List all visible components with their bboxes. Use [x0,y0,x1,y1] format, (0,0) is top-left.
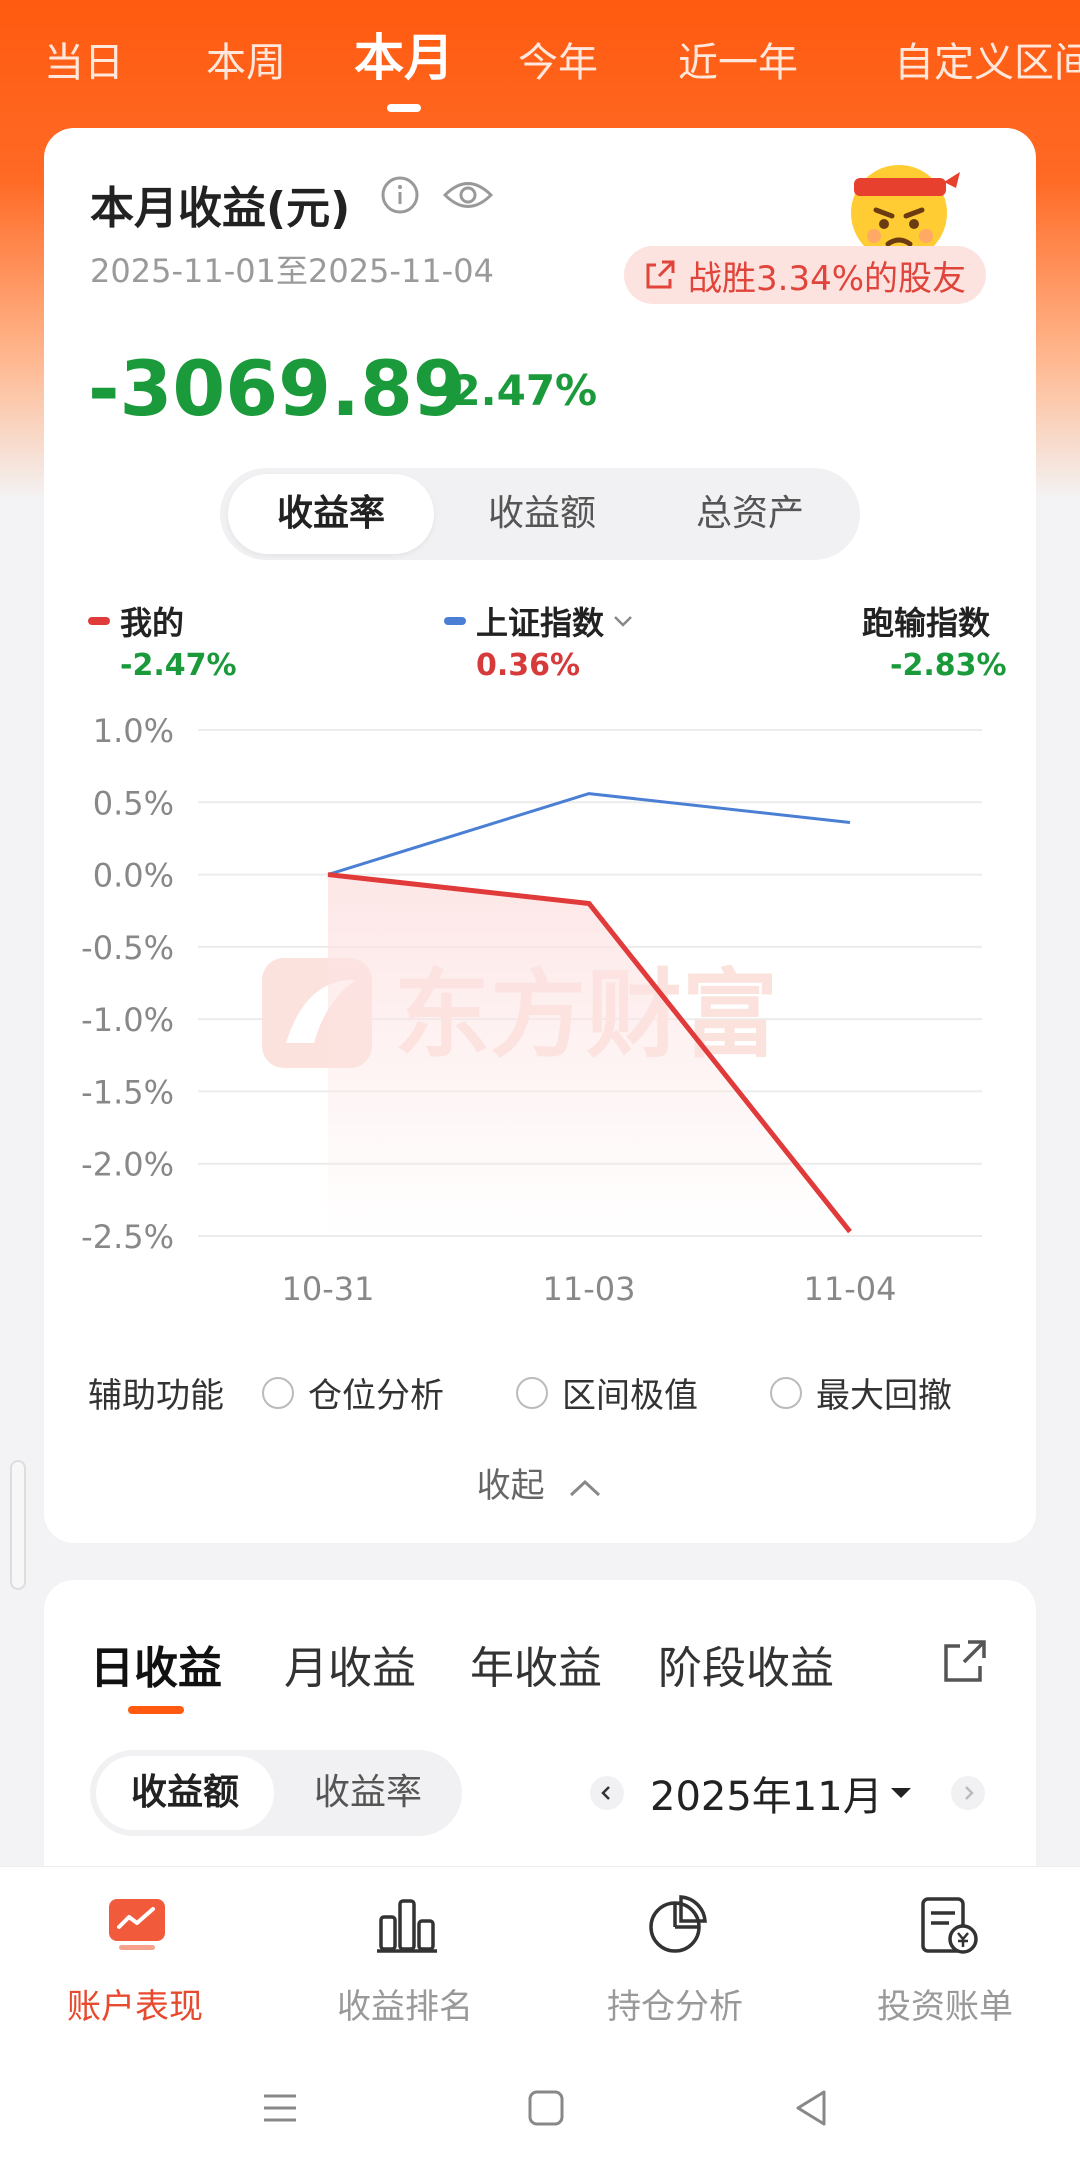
tab-this-month[interactable]: 本月 [354,18,454,90]
home-icon[interactable] [522,2084,570,2132]
radio-max-drawdown[interactable] [770,1376,802,1409]
side-drag-handle[interactable] [10,1460,26,1590]
export-icon[interactable] [940,1636,990,1686]
nav-label-ranking: 收益排名 [337,1987,473,2027]
month-label[interactable]: 2025年11月 [650,1774,883,1820]
profit-amount: -3069.89 [88,344,466,433]
chevron-right-icon [964,1786,974,1800]
collapse-button[interactable]: 收起 [44,1458,1036,1507]
aux-option-position[interactable]: 仓位分析 [262,1368,444,1417]
period-tabs: 当日 本周 本月 今年 近一年 自定义区间 [0,0,1080,120]
legend-mine-label: 我的 [120,604,185,642]
y-tick-label: 0.0% [93,857,174,895]
legend-mine-swatch [88,617,110,625]
metric-segment: 收益率 收益额 总资产 [220,468,860,560]
collapse-label: 收起 [476,1466,545,1506]
nav-label-bill: 投资账单 [877,1987,1013,2027]
nav-earnings-ranking[interactable]: 收益排名 [270,1867,540,2057]
aux-option-range-extreme[interactable]: 区间极值 [516,1368,698,1417]
x-tick-label: 10-31 [282,1270,375,1308]
legend-index-value: 0.36% [476,648,581,683]
bar-chart-icon [377,1899,437,1953]
chevron-down-icon[interactable] [612,610,634,632]
share-icon [646,260,675,289]
aux-option-max-drawdown[interactable]: 最大回撤 [770,1368,952,1417]
bill-icon [921,1897,978,1954]
chart-screen-icon [109,1899,165,1950]
nav-investment-bill[interactable]: 投资账单 [810,1867,1080,2057]
tab-yearly-earnings[interactable]: 年收益 [470,1643,602,1694]
prev-month-button[interactable] [590,1776,624,1810]
aux-option-position-label: 仓位分析 [308,1376,444,1416]
x-tick-label: 11-04 [804,1270,897,1308]
y-tick-label: -1.0% [81,1001,174,1039]
nav-holdings-analysis[interactable]: 持仓分析 [540,1867,810,2057]
radio-position-analysis[interactable] [262,1376,294,1409]
legend-underperform: 跑输指数 [862,598,990,644]
pie-chart-icon [649,1895,707,1953]
next-month-button[interactable] [950,1776,985,1810]
profit-percent: -2.47% [434,366,598,415]
legend-index[interactable]: 上证指数 [444,598,634,644]
bottom-nav: 账户表现 收益排名 持仓分析 投资账单 [0,1866,1080,2056]
legend-underperform-value: -2.83% [890,648,1007,683]
aux-label: 辅助功能 [88,1376,224,1416]
legend-underperform-label: 跑输指数 [862,604,991,642]
mode-tab-rate[interactable]: 收益率 [313,1772,422,1813]
y-tick-label: 1.0% [93,712,174,750]
chevron-up-icon [570,1479,601,1496]
metric-tab-return-amount[interactable]: 收益额 [487,493,596,534]
system-nav-bar [0,2056,1080,2165]
info-icon[interactable] [380,175,420,215]
radio-range-extreme[interactable] [516,1376,548,1409]
series-line-index [327,792,851,877]
month-picker: 2025年11月 [590,1760,985,1826]
aux-option-drawdown-label: 最大回撤 [816,1376,952,1416]
nav-label-holdings: 持仓分析 [607,1987,743,2027]
return-chart: 1.0%0.5%0.0%-0.5%-1.0%-1.5%-2.0%-2.5% 东方… [81,712,982,1308]
caret-down-icon[interactable] [890,1788,911,1798]
x-tick-label: 11-03 [543,1270,636,1308]
nav-label-performance: 账户表现 [67,1987,203,2027]
legend-mine: 我的 [88,598,184,644]
y-tick-label: -0.5% [81,929,174,967]
y-tick-label: -1.5% [81,1073,174,1111]
chevron-left-icon [601,1786,610,1800]
legend-index-swatch [444,617,466,625]
date-range: 2025-11-01至2025-11-04 [90,252,494,290]
metric-tab-total-assets[interactable]: 总资产 [695,493,804,534]
series-line-mine [327,872,852,1234]
beat-text: 战胜3.34%的股友 [688,258,967,299]
summary-title: 本月收益(元) [90,183,351,234]
tab-custom-range[interactable]: 自定义区间 [894,40,1080,86]
tab-this-year[interactable]: 今年 [518,40,598,86]
aux-option-range-label: 区间极值 [562,1376,698,1416]
mode-tab-amount[interactable]: 收益额 [96,1756,274,1830]
tab-today[interactable]: 当日 [44,40,124,86]
earnings-mode-segment: 收益额 收益率 [90,1750,462,1836]
series-area-mine [328,874,850,1236]
legend-mine-value: -2.47% [120,648,237,683]
eye-icon[interactable] [442,174,494,216]
menu-icon[interactable] [256,2084,304,2132]
tab-this-week[interactable]: 本周 [206,40,286,86]
tab-monthly-earnings[interactable]: 月收益 [284,1643,416,1694]
tab-stage-earnings[interactable]: 阶段收益 [658,1643,834,1694]
angry-face-icon [851,165,960,261]
metric-tab-return-rate[interactable]: 收益率 [228,474,434,554]
summary-card: 本月收益(元) 2025-11-01至2025-11-04 战胜3.34%的股友… [44,128,1036,1543]
y-tick-label: -2.0% [81,1146,174,1184]
y-tick-label: -2.5% [81,1218,174,1256]
back-icon[interactable] [788,2084,836,2132]
beat-badge[interactable]: 战胜3.34%的股友 [624,246,987,304]
nav-account-performance[interactable]: 账户表现 [0,1867,270,2057]
tab-last-year[interactable]: 近一年 [678,40,798,86]
tab-daily-earnings[interactable]: 日收益 [90,1632,222,1696]
y-tick-label: 0.5% [93,784,174,822]
legend-index-label: 上证指数 [476,604,605,642]
